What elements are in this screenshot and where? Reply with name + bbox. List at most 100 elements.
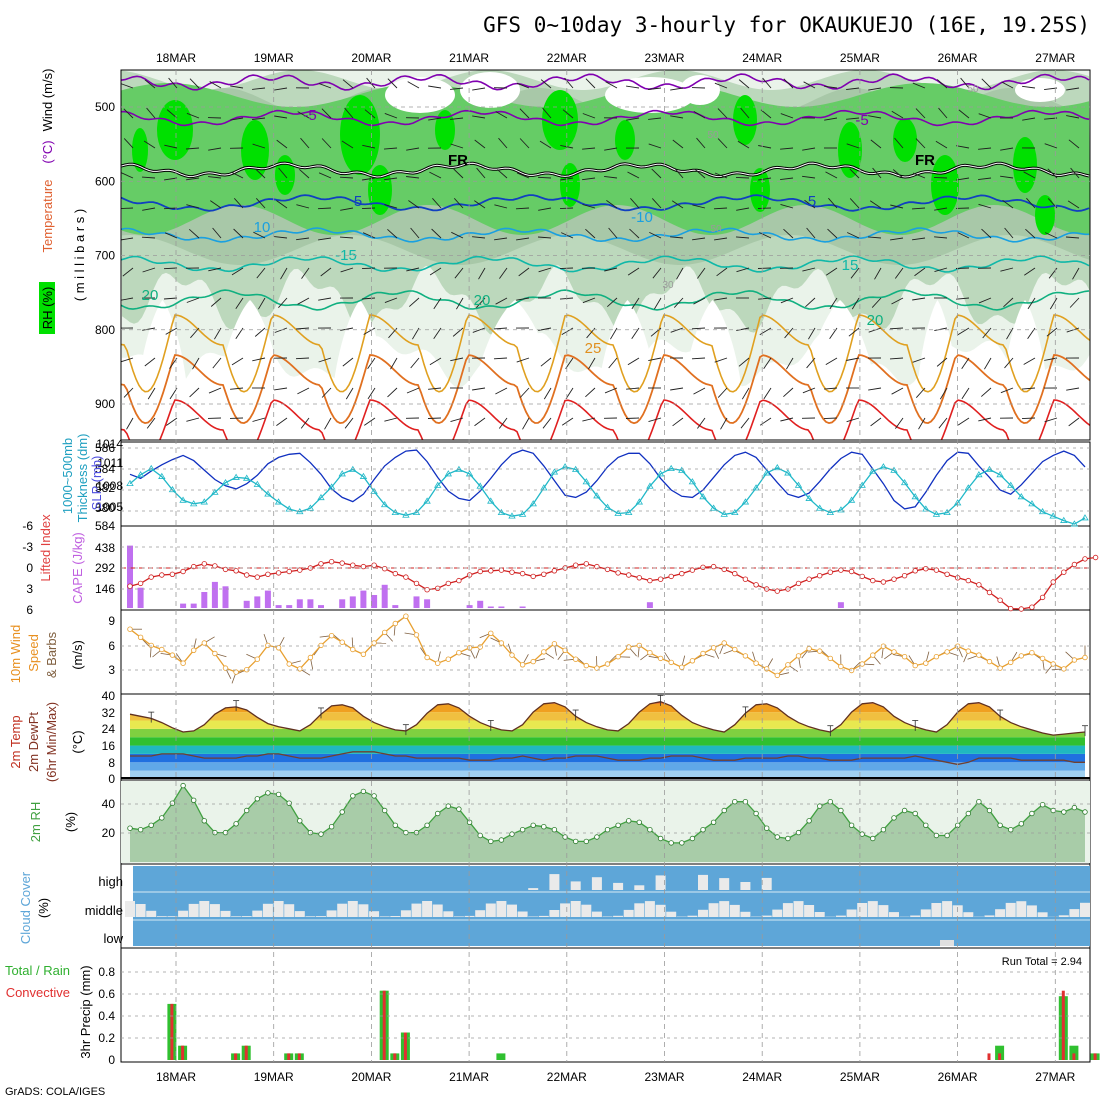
wind-barb: [186, 177, 200, 181]
cloud-unit-label: (%): [36, 898, 51, 918]
rh2m-line-point: [742, 799, 749, 805]
wind10-speed-line-point: [848, 667, 855, 674]
wind-barb: [1046, 327, 1058, 337]
wind-barb: [915, 387, 926, 399]
wind-barb: [208, 267, 222, 272]
lifted-index-line-point: [541, 571, 547, 577]
wind-barb: [915, 108, 926, 119]
wind10-speed-line-point: [137, 634, 144, 640]
wind-barb: [691, 357, 706, 360]
rh2m-line-point: [328, 824, 335, 830]
cloud-mid-bar: [634, 903, 645, 917]
wind10-speed-line-point: [923, 660, 929, 666]
wind-barb: [604, 147, 618, 151]
rh2m-line-point: [838, 807, 844, 814]
slp-line-point: [1017, 493, 1026, 500]
lifted-index-line-point: [965, 577, 971, 584]
cloud-mid-bar: [772, 909, 783, 917]
date-label-bottom: 25MAR: [840, 1070, 880, 1084]
date-label-bottom: 26MAR: [938, 1070, 978, 1084]
precip-conv-bar: [382, 990, 386, 1060]
rh2m-line-point: [859, 831, 865, 837]
wind-barb: [278, 297, 288, 308]
wind-barb: [846, 417, 860, 423]
wind-barb: [209, 81, 222, 89]
wind-barb: [912, 237, 926, 241]
wind10-speed-line-point: [360, 651, 367, 657]
wind-barb: [1000, 267, 1014, 272]
cloud-mid-bar: [719, 901, 730, 917]
cloud-mid-bar: [507, 904, 517, 917]
contour-label: 20: [867, 312, 884, 329]
lifted-index-line-point: [689, 567, 696, 573]
slp-line-point: [1007, 481, 1015, 488]
wind-barb: [780, 113, 794, 119]
slp-line-point: [243, 474, 251, 481]
cloud-mid-bar: [1005, 902, 1016, 917]
wind-barb: [276, 139, 288, 149]
slp-line-point: [996, 471, 1004, 478]
rh2m-unit-label: (%): [63, 812, 78, 832]
wind-barb: [433, 327, 442, 340]
wind-barb: [164, 144, 178, 149]
slp-line-point: [221, 478, 230, 486]
cloud-mid-bar: [560, 903, 571, 917]
wind-barb: [452, 327, 464, 337]
wind-barb: [780, 147, 794, 150]
wind-barb: [806, 227, 816, 239]
rh2m-line-point: [509, 831, 515, 837]
wind10-speed-line-point: [795, 653, 802, 659]
wind-barb: [582, 204, 596, 209]
wind-barb: [912, 172, 926, 179]
cloud-mid-bar: [262, 903, 273, 917]
rh2m-line-point: [689, 835, 696, 842]
wind-barb: [516, 237, 530, 241]
slp-line-point: [752, 484, 760, 491]
wind-barb: [651, 168, 662, 179]
wind-barb: [476, 167, 486, 179]
lifted-index-line-point: [933, 567, 940, 573]
wind-barb: [872, 167, 882, 179]
wind10-speed-line-point: [700, 650, 706, 657]
rh2m-line-point: [233, 821, 239, 827]
wind-barb: [186, 417, 200, 422]
slp-tick-label: 1011: [97, 456, 123, 470]
wind-barb: [298, 168, 310, 179]
wind-barb: [982, 327, 992, 339]
upper-air-frame: 500 600 700 800 900: [95, 69, 1091, 441]
wind10-speed-line-point: [997, 665, 1003, 671]
rh2m-line-point: [583, 838, 589, 845]
rh2m-line-point: [668, 840, 674, 846]
wind-barb: [582, 113, 596, 119]
wind-barb: [1000, 387, 1014, 394]
rh2m-line-point: [753, 810, 759, 817]
wind-barb: [627, 357, 640, 366]
wind10-speed-line-point: [976, 652, 982, 658]
wind-barb: [493, 327, 508, 330]
slp-line-point: [274, 498, 283, 505]
cloud-mid-bar: [1069, 909, 1080, 917]
wind10-speed-line-point: [647, 650, 653, 656]
wind-barb: [1045, 232, 1058, 239]
wind-barb: [780, 203, 794, 209]
wind10-speed-line-point: [1018, 653, 1024, 659]
wind-barb: [406, 147, 420, 151]
wind-barb: [674, 167, 684, 179]
wind-barb: [538, 207, 552, 211]
wind-barb: [780, 417, 794, 422]
wind-barb: [846, 87, 860, 91]
wind10-speed-line-point: [265, 642, 271, 649]
precip-label: 3hr Precip (mm): [78, 965, 93, 1058]
wind-barb: [1044, 417, 1058, 423]
lifted-index-line-point: [1008, 605, 1014, 612]
slp-line-point: [423, 497, 431, 504]
wind-barb: [143, 140, 156, 149]
wind-barb: [450, 357, 464, 362]
wind-barb: [121, 297, 134, 301]
rh2m-line-point: [647, 827, 653, 833]
wind-barb: [737, 140, 750, 149]
cloud-mid-bar: [167, 916, 178, 917]
date-label-top: 19MAR: [254, 51, 294, 65]
cloud-mid-bar: [146, 910, 157, 917]
wind-barb: [802, 387, 816, 394]
